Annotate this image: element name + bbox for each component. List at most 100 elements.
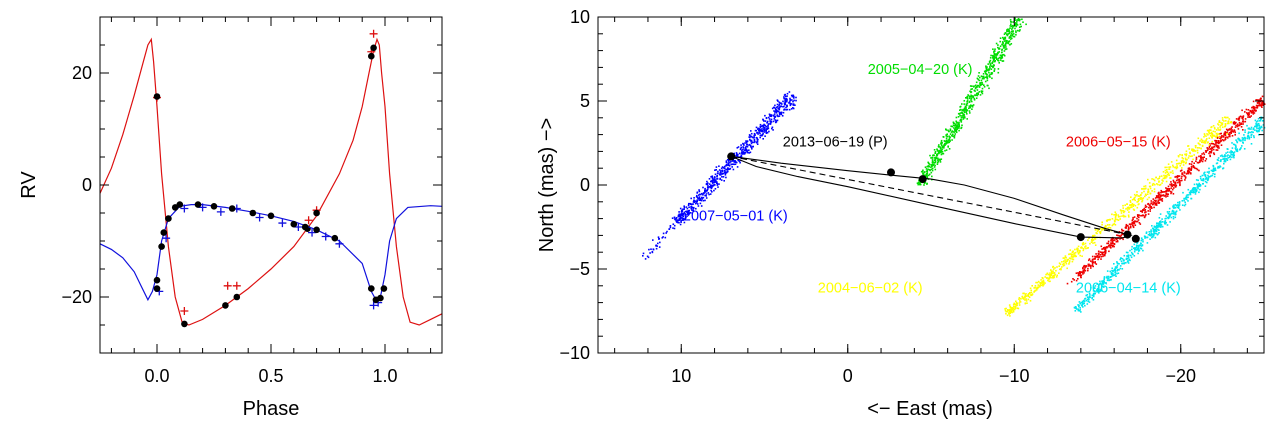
astrometry-dot (769, 123, 772, 125)
astrometry-dot (1121, 233, 1124, 235)
astrometry-dot (931, 167, 934, 170)
astrometry-dot (923, 184, 925, 186)
astrometry-dot (1164, 166, 1166, 169)
astrometry-dot (1199, 188, 1201, 191)
astrometry-dot (1106, 242, 1108, 245)
astrometry-dot (927, 168, 929, 171)
astrometry-dot (697, 203, 699, 205)
astrometry-dot (1082, 269, 1085, 272)
astrometry-dot (662, 232, 665, 235)
astrometry-dot (725, 164, 727, 167)
astrometry-dot (1226, 129, 1229, 132)
astrometry-dot (973, 98, 976, 100)
astrometry-dot (1194, 146, 1197, 149)
astrometry-dot (741, 151, 743, 153)
astrometry-dot (753, 141, 755, 144)
astrometry-dot (695, 202, 698, 204)
astrometry-dot (1170, 191, 1173, 193)
astrometry-dot (998, 48, 1001, 50)
astrometry-dot (1206, 133, 1208, 135)
astrometry-dot (676, 221, 678, 223)
astrometry-dot (1173, 210, 1175, 213)
astrometry-dot (1207, 148, 1209, 150)
astrometry-dot (1259, 119, 1262, 122)
astrometry-cloud (1004, 116, 1233, 317)
astrometry-dot (1205, 176, 1208, 179)
astrometry-dot (1161, 198, 1164, 200)
astrometry-dot (1144, 211, 1146, 214)
astrometry-dot (1233, 143, 1236, 146)
astrometry-dot (793, 95, 795, 98)
astrometry-dot (1082, 306, 1084, 308)
astrometry-dot (1065, 256, 1067, 259)
astrometry-dot (1176, 165, 1178, 167)
astrometry-dot (1206, 141, 1209, 144)
astrometry-dot (1074, 255, 1076, 258)
astrometry-dot (1228, 122, 1230, 125)
astrometry-dot (1097, 256, 1099, 258)
astrometry-dot (1178, 204, 1181, 206)
astrometry-dot (977, 75, 980, 77)
astrometry-dot (1168, 215, 1170, 218)
astrometry-dot (1162, 191, 1165, 193)
astrometry-dot (1014, 24, 1017, 26)
astrometry-dot (966, 113, 968, 115)
astrometry-dot (1108, 279, 1110, 281)
astrometry-dot (1131, 253, 1134, 255)
astrometry-dot (1145, 232, 1148, 234)
astrometry-dot (1077, 272, 1079, 274)
astrometry-dot (1126, 206, 1129, 209)
astrometry-dot (1004, 37, 1006, 39)
astrometry-dot (945, 135, 948, 137)
astrometry-dot (965, 106, 967, 108)
astrometry-dot (1174, 216, 1177, 219)
astrometry-dot (1132, 224, 1134, 227)
astrometry-dot (1188, 148, 1191, 150)
astrometry-dot (1183, 172, 1186, 174)
astrometry-dot (1251, 106, 1253, 109)
astrometry-dot (1147, 188, 1149, 191)
astrometry-dot (1247, 109, 1250, 111)
astrometry-dot (1109, 270, 1111, 273)
astrometry-dot (981, 77, 984, 80)
astrometry-dot (1216, 132, 1218, 135)
astrometry-dot (1130, 206, 1133, 208)
astrometry-dot (1113, 214, 1115, 216)
astrometry-dot (986, 76, 988, 79)
astrometry-dot (993, 64, 995, 67)
astrometry-dot (1129, 249, 1131, 252)
astrometry-dot (1203, 153, 1206, 156)
astrometry-dot (1123, 210, 1126, 213)
astrometry-dot (1008, 312, 1010, 314)
astrometry-dot (1078, 251, 1081, 254)
astrometry-dot (1252, 111, 1255, 114)
astrometry-dot (661, 237, 664, 239)
astrometry-dot (1138, 249, 1141, 252)
astrometry-dot (1190, 191, 1192, 194)
astrometry-dot (946, 135, 949, 138)
astrometry-dot (1217, 127, 1219, 129)
astrometry-dot (1005, 312, 1007, 315)
astrometry-dot (1204, 160, 1207, 162)
astrometry-dot (1182, 164, 1185, 166)
astrometry-dot (778, 101, 781, 104)
astrometry-dot (696, 200, 698, 203)
astrometry-dot (1001, 54, 1004, 56)
astrometry-dot (1201, 160, 1204, 163)
astrometry-dot (966, 99, 969, 101)
astrometry-dot (1174, 203, 1177, 206)
astrometry-dot (1110, 275, 1113, 278)
astrometry-dot (957, 116, 960, 118)
astrometry-dot (1012, 308, 1015, 310)
astrometry-dot (711, 186, 713, 188)
astrometry-dot (1153, 231, 1155, 233)
astrometry-dot (1191, 155, 1193, 157)
astrometry-dot (945, 137, 948, 139)
astrometry-dot (1092, 265, 1094, 268)
astrometry-dot (1013, 302, 1015, 305)
astrometry-dot (950, 131, 953, 133)
astrometry-dot (1145, 194, 1147, 196)
astrometry-dot (1124, 204, 1126, 206)
astrometry-dot (780, 112, 782, 115)
astrometry-dot (1166, 169, 1168, 171)
